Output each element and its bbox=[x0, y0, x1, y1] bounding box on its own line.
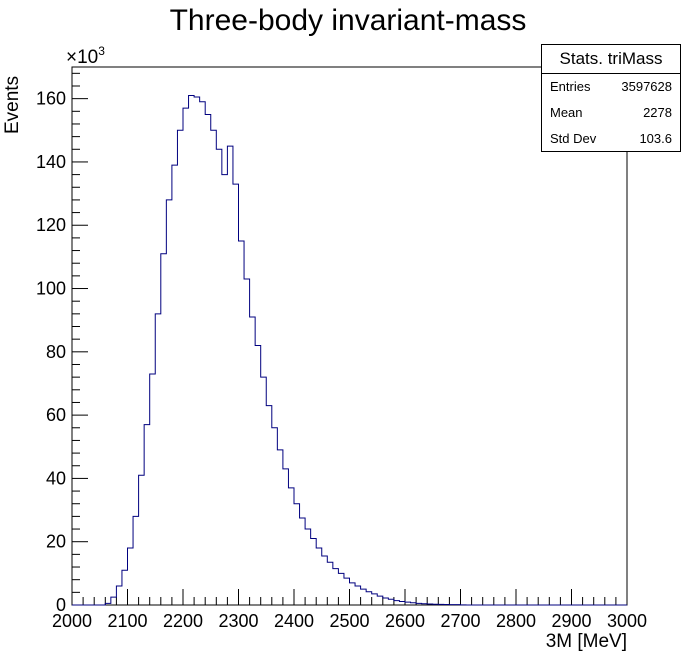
x-axis-ticks bbox=[71, 589, 628, 605]
stats-stddev-value: 103.6 bbox=[639, 131, 672, 146]
y-axis-title: Events bbox=[2, 76, 23, 134]
stats-mean-value: 2278 bbox=[643, 105, 672, 120]
x-tick-label: 2700 bbox=[440, 611, 480, 631]
x-tick-label: 2200 bbox=[163, 611, 203, 631]
y-tick-labels: 0 20 40 60 80 100 120 140 160 bbox=[36, 89, 66, 615]
stats-entries-label: Entries bbox=[550, 79, 591, 94]
y-axis-ticks bbox=[72, 72, 88, 606]
y-tick-label: 160 bbox=[36, 89, 66, 109]
stats-stddev-row: Std Dev 103.6 bbox=[542, 126, 680, 152]
x-tick-label: 2000 bbox=[52, 611, 92, 631]
y-tick-label: 20 bbox=[46, 532, 66, 552]
x-tick-label: 2100 bbox=[107, 611, 147, 631]
stats-mean-row: Mean 2278 bbox=[542, 100, 680, 126]
y-tick-label: 100 bbox=[36, 279, 66, 299]
x-axis-title: 3M [MeV] bbox=[546, 631, 627, 652]
stats-stddev-label: Std Dev bbox=[550, 131, 597, 146]
histogram-line bbox=[72, 94, 627, 606]
stats-title: Stats. triMass bbox=[542, 45, 680, 74]
x-tick-label: 2600 bbox=[385, 611, 425, 631]
y-tick-label: 60 bbox=[46, 405, 66, 425]
stats-entries-value: 3597628 bbox=[621, 79, 672, 94]
x-tick-label: 3000 bbox=[607, 611, 647, 631]
y-tick-label: 40 bbox=[46, 468, 66, 488]
stats-box: Stats. triMass Entries 3597628 Mean 2278… bbox=[541, 44, 681, 152]
x-tick-label: 2400 bbox=[274, 611, 314, 631]
x-tick-label: 2900 bbox=[551, 611, 591, 631]
x-tick-label: 2300 bbox=[218, 611, 258, 631]
y-tick-label: 140 bbox=[36, 152, 66, 172]
stats-mean-label: Mean bbox=[550, 105, 583, 120]
stats-entries-row: Entries 3597628 bbox=[542, 74, 680, 100]
y-tick-label: 120 bbox=[36, 215, 66, 235]
x-tick-label: 2500 bbox=[329, 611, 369, 631]
y-tick-label: 80 bbox=[46, 342, 66, 362]
y-axis-multiplier: ×103 bbox=[66, 44, 105, 68]
x-tick-labels: 2000 2100 2200 2300 2400 2500 2600 2700 2800 2900… bbox=[52, 611, 647, 631]
chart-title: Three-body invariant-mass bbox=[169, 4, 527, 37]
y-tick-label: 0 bbox=[56, 595, 66, 615]
x-tick-label: 2800 bbox=[496, 611, 536, 631]
